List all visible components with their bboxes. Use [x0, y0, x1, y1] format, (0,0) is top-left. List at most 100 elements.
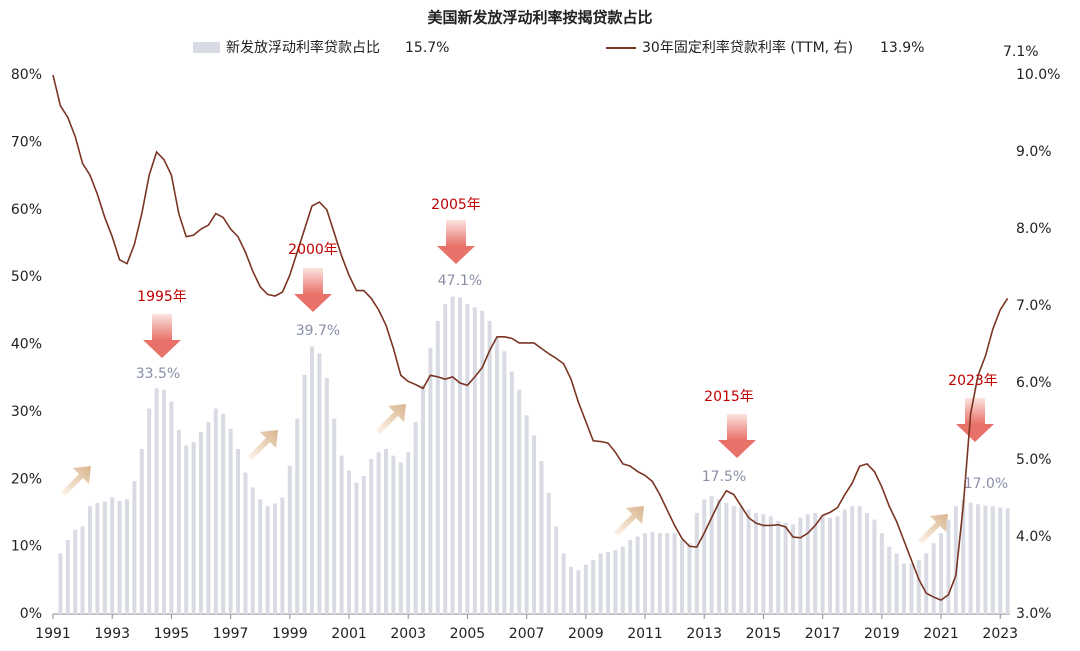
bar: [213, 408, 218, 614]
legend-label: 30年固定利率贷款利率 (TTM, 右): [642, 39, 853, 56]
bar: [791, 524, 796, 614]
annotation: 1995年: [137, 289, 187, 305]
bar: [532, 435, 537, 614]
bar: [250, 487, 255, 614]
y-tick-label: 20%: [11, 471, 42, 487]
bar: [132, 481, 137, 614]
bar: [428, 347, 433, 614]
bar: [369, 459, 374, 614]
bar: [680, 539, 685, 614]
bar: [998, 507, 1003, 614]
y-tick-label: 30%: [11, 404, 42, 420]
bar: [228, 428, 233, 614]
bar: [117, 500, 122, 614]
x-tick-label: 2021: [923, 626, 959, 642]
bar: [946, 519, 951, 614]
bar: [243, 472, 248, 614]
bar: [702, 499, 707, 614]
bar: [58, 553, 63, 614]
bar: [887, 546, 892, 614]
bar: [976, 504, 981, 614]
bar: [273, 503, 278, 614]
bar: [258, 499, 263, 614]
bar: [169, 401, 174, 614]
bar: [176, 430, 181, 614]
bar: [139, 448, 144, 614]
bar: [813, 512, 818, 614]
bar: [776, 521, 781, 614]
bar: [73, 529, 78, 614]
annotation: 2023年: [948, 373, 998, 389]
bar: [435, 320, 440, 614]
bar: [665, 533, 670, 614]
bar: [310, 346, 315, 614]
bar: [606, 552, 611, 614]
bar: [95, 502, 100, 614]
bar: [835, 516, 840, 614]
y2-tick-label: 7.0%: [1016, 298, 1052, 314]
bar: [502, 351, 507, 614]
x-tick-label: 1993: [94, 626, 130, 642]
annotation: 2000年: [288, 242, 338, 258]
bar: [339, 455, 344, 614]
bar: [110, 497, 115, 614]
bar: [487, 320, 492, 614]
y-tick-label: 60%: [11, 202, 42, 218]
bar: [894, 553, 899, 614]
bar: [620, 546, 625, 614]
bar: [443, 304, 448, 614]
bar: [191, 442, 196, 614]
bar: [820, 514, 825, 614]
x-tick-label: 2013: [686, 626, 722, 642]
y2-tick-label: 4.0%: [1016, 529, 1052, 545]
bar: [391, 455, 396, 614]
bar: [916, 560, 921, 614]
bar: [361, 475, 366, 614]
y-tick-label: 80%: [11, 67, 42, 83]
bar: [591, 560, 596, 614]
bar: [80, 526, 85, 614]
bar: [643, 533, 648, 614]
bar: [694, 512, 699, 614]
bar: [384, 448, 389, 614]
y-tick-label: 0%: [20, 606, 42, 622]
bar: [746, 509, 751, 614]
bar: [828, 517, 833, 614]
bar: [768, 516, 773, 614]
bar: [1005, 508, 1010, 614]
bar: [376, 452, 381, 614]
y2-tick-label: 6.0%: [1016, 375, 1052, 391]
bar: [635, 536, 640, 614]
bar: [472, 307, 477, 614]
bar: [850, 506, 855, 614]
chart-title: 美国新发放浮动利率按揭贷款占比: [427, 9, 652, 27]
x-tick-label: 1995: [154, 626, 190, 642]
bar: [421, 384, 426, 614]
bar: [924, 553, 929, 614]
bar: [613, 549, 618, 614]
bar: [569, 566, 574, 614]
bar: [317, 353, 322, 614]
bar: [798, 517, 803, 614]
bar: [650, 531, 655, 614]
bar: [628, 539, 633, 614]
y2-tick-label: 10.0%: [1016, 67, 1060, 83]
bar: [717, 499, 722, 614]
bar: [465, 304, 470, 614]
bar: [302, 374, 307, 614]
bar: [125, 499, 130, 614]
x-tick-label: 2003: [390, 626, 426, 642]
bar: [236, 448, 241, 614]
bar: [450, 296, 455, 614]
bar: [199, 432, 204, 614]
bar: [672, 533, 677, 614]
bar: [724, 502, 729, 614]
bar: [865, 512, 870, 614]
y-tick-label: 70%: [11, 134, 42, 150]
bar: [931, 543, 936, 614]
bar: [939, 533, 944, 614]
bar: [761, 514, 766, 614]
bar: [88, 506, 93, 614]
bar: [657, 533, 662, 614]
bar: [517, 389, 522, 614]
